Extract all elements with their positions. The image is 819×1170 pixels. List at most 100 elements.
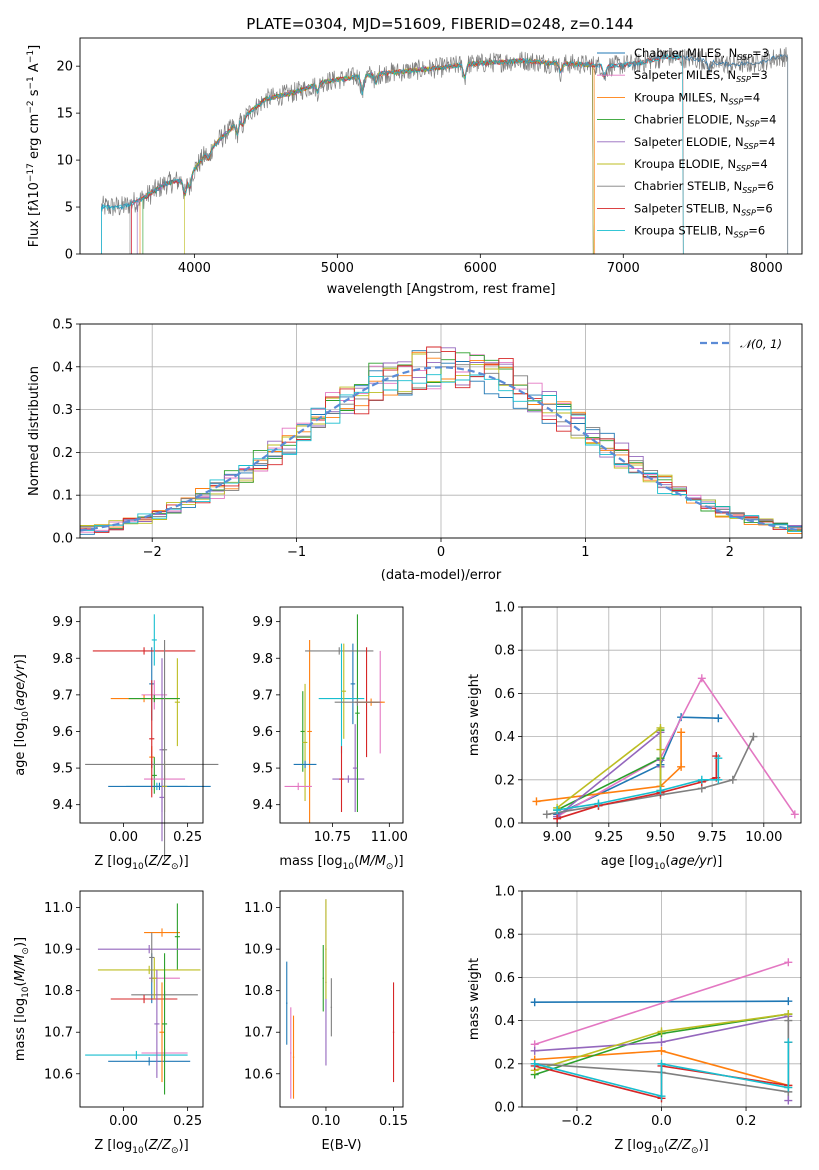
axes-frame (279, 890, 404, 1108)
y-tick-label: 0.8 (494, 644, 515, 659)
y-tick-label: 15 (56, 107, 73, 122)
axes-Z-age: 0.00 0.25 9.4 9.5 9.6 9.7 9.8 9.9 Z [log10(Z/Z⊙)… (13, 606, 219, 872)
y-axis-label: mass weight (467, 674, 482, 756)
plot-area-spectrum (101, 47, 789, 254)
x-tick-label: 10.75 (314, 830, 351, 845)
x-tick-label: −2 (143, 545, 162, 560)
plot-area-Z-weight (530, 958, 793, 1105)
series-point (530, 1059, 539, 1068)
legend-entry: Kroupa STELIB, NSSP=6 (634, 224, 765, 240)
x-axis-label: age [log10(age/yr)] (601, 854, 723, 872)
y-axis-label: mass [log10(M/M⊙)] (13, 937, 31, 1061)
y-tick-label: 9.8 (252, 652, 273, 667)
legend-entry: Salpeter STELIB, NSSP=6 (634, 201, 773, 217)
y-tick-label: 10.6 (244, 1067, 273, 1082)
x-tick-label: 0.00 (109, 830, 138, 845)
y-axis-label: mass weight (467, 958, 482, 1040)
y-tick-label: 11.0 (44, 901, 73, 916)
axes-frame (279, 606, 404, 824)
axes-ebv-mass: 0.10 0.15 10.6 10.7 10.8 10.9 11.0 E(B-V) (244, 890, 408, 1153)
figure-title: PLATE=0304, MJD=51609, FIBERID=0248, z=0… (246, 15, 633, 33)
series-point (656, 745, 665, 754)
plot-area-Z-age (85, 614, 219, 860)
axes-frame (521, 890, 802, 1108)
ticks-Z-weight: −0.2 0.0 0.2 0.0 0.2 0.4 0.6 0.8 1.0 (494, 885, 756, 1130)
x-tick-label: 0.25 (173, 830, 202, 845)
legend-entry: Chabrier STELIB, NSSP=6 (634, 179, 774, 195)
y-tick-label: 1.0 (494, 885, 515, 900)
x-tick-label: 0.25 (173, 1114, 202, 1129)
y-tick-label: 0.3 (52, 403, 73, 418)
series-point (784, 1016, 793, 1025)
axes-frame (79, 323, 803, 539)
y-tick-label: 0.4 (52, 360, 73, 375)
series-line-6 (546, 736, 755, 816)
x-tick-label: 9.00 (543, 830, 572, 845)
model-spectrum-7 (131, 55, 684, 254)
legend-entry: Salpeter ELODIE, NSSP=4 (634, 135, 775, 151)
y-tick-label: 0 (65, 248, 73, 263)
axes-Z-mass: 0.00 0.25 10.6 10.7 10.8 10.9 11.0 Z [log10(Z/Z… (13, 890, 204, 1156)
y-tick-label: 11.0 (244, 901, 273, 916)
x-tick-label: 6000 (464, 261, 497, 276)
y-tick-label: 0.0 (494, 1101, 515, 1116)
axes-frame (521, 606, 802, 824)
plot-area-ebv-mass (286, 899, 395, 1099)
x-tick-label: 9.50 (646, 830, 675, 845)
series-point (657, 1046, 666, 1055)
axes-frame (79, 890, 204, 1108)
series-point (530, 998, 539, 1007)
legend-entry: Kroupa ELODIE, NSSP=4 (634, 157, 768, 173)
series-point (749, 732, 758, 741)
legend-entry: Chabrier MILES, NSSP=3 (634, 46, 769, 62)
ticks-mass-age: 10.75 11.00 9.4 9.5 9.6 9.7 9.8 9.9 (252, 615, 408, 845)
axes-mass-age: 10.75 11.00 9.4 9.5 9.6 9.7 9.8 9.9 mass [log10(… (252, 606, 408, 872)
y-tick-label: 9.6 (252, 725, 273, 740)
x-axis-label: wavelength [Angstrom, rest frame] (327, 282, 556, 297)
series-point (784, 997, 793, 1006)
x-axis-label: Z [log10(Z/Z⊙)] (94, 854, 188, 872)
series-line-1 (534, 961, 789, 1046)
model-spectrum-8 (101, 53, 684, 254)
x-tick-label: 9.75 (698, 830, 727, 845)
ticks-spectrum: 4000 5000 6000 7000 8000 0 5 10 15 20 (56, 60, 782, 276)
axes-spectrum: 4000 5000 6000 7000 8000 0 5 10 15 20 wavelength [… (26, 37, 803, 297)
x-tick-label: 10.00 (745, 830, 782, 845)
y-tick-label: 0.2 (494, 773, 515, 788)
series-point (728, 775, 737, 784)
y-tick-label: 0.2 (494, 1057, 515, 1072)
series-point (657, 1059, 666, 1068)
y-tick-label: 10.9 (244, 943, 273, 958)
x-tick-label: 0.10 (311, 1114, 340, 1129)
y-tick-label: 0.6 (494, 687, 515, 702)
histogram-legend: 𝒩(0, 1) (700, 337, 782, 351)
y-tick-label: 0.4 (494, 1014, 515, 1029)
x-axis-label: Z [log10(Z/Z⊙)] (94, 1138, 188, 1156)
y-tick-label: 5 (65, 201, 73, 216)
legend-entry: Salpeter MILES, NSSP=3 (634, 68, 768, 84)
y-tick-label: 0.0 (52, 532, 73, 547)
y-tick-label: 9.5 (252, 762, 273, 777)
series-point (697, 775, 706, 784)
series-point (697, 674, 706, 683)
series-line-5 (556, 726, 662, 809)
series-point (714, 754, 723, 763)
series-point (657, 1038, 666, 1047)
y-tick-label: 0.6 (494, 971, 515, 986)
x-axis-label: mass [log10(M/M⊙)] (279, 854, 403, 872)
x-tick-label: 8000 (750, 261, 783, 276)
ticks-Z-age: 0.00 0.25 9.4 9.5 9.6 9.7 9.8 9.9 (52, 615, 202, 845)
series-point (553, 814, 562, 823)
x-tick-label: 0.2 (736, 1114, 757, 1129)
legend-entry: Kroupa MILES, NSSP=4 (634, 90, 760, 106)
series-point (784, 958, 793, 967)
series-point (714, 775, 723, 784)
series-point (657, 1027, 666, 1036)
axes-frame (79, 606, 204, 824)
legend-entry: 𝒩(0, 1) (740, 337, 782, 351)
plot-area-age-weight (532, 674, 799, 823)
x-tick-label: −1 (287, 545, 306, 560)
series-line-0 (534, 1000, 789, 1003)
